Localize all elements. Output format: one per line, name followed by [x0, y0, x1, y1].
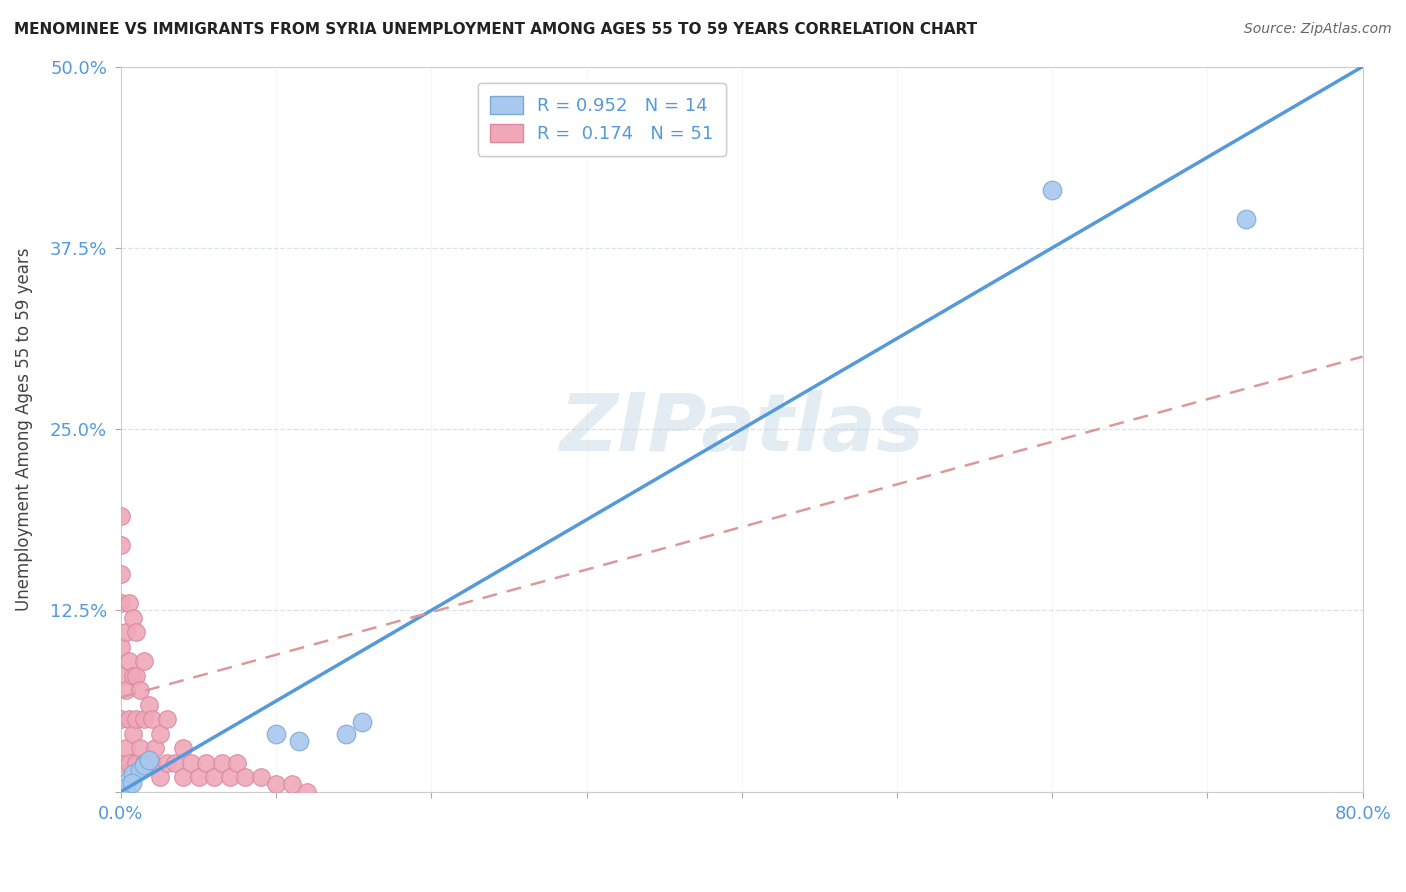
- Point: [295, 784, 318, 798]
- Point: [156, 712, 179, 726]
- Point: [114, 780, 136, 795]
- Point: [134, 712, 156, 726]
- Point: [226, 756, 249, 770]
- Point: [202, 770, 225, 784]
- Point: [195, 756, 218, 770]
- Point: [134, 758, 156, 772]
- Point: [134, 756, 156, 770]
- Point: [110, 567, 132, 582]
- Point: [249, 770, 271, 784]
- Point: [138, 698, 160, 712]
- Point: [121, 776, 143, 790]
- Point: [118, 772, 141, 787]
- Point: [218, 770, 240, 784]
- Point: [112, 781, 135, 796]
- Point: [110, 640, 132, 654]
- Point: [128, 741, 150, 756]
- Point: [125, 756, 148, 770]
- Point: [110, 596, 132, 610]
- Point: [264, 777, 287, 791]
- Point: [233, 770, 256, 784]
- Point: [335, 726, 357, 740]
- Point: [122, 610, 145, 624]
- Point: [165, 756, 187, 770]
- Point: [172, 770, 194, 784]
- Point: [211, 756, 233, 770]
- Point: [125, 712, 148, 726]
- Text: MENOMINEE VS IMMIGRANTS FROM SYRIA UNEMPLOYMENT AMONG AGES 55 TO 59 YEARS CORREL: MENOMINEE VS IMMIGRANTS FROM SYRIA UNEMP…: [14, 22, 977, 37]
- Point: [280, 777, 302, 791]
- Point: [141, 712, 163, 726]
- Point: [264, 726, 287, 740]
- Legend: R = 0.952   N = 14, R =  0.174   N = 51: R = 0.952 N = 14, R = 0.174 N = 51: [478, 83, 725, 156]
- Point: [149, 726, 172, 740]
- Point: [122, 767, 145, 781]
- Point: [118, 756, 141, 770]
- Point: [118, 654, 141, 668]
- Point: [118, 596, 141, 610]
- Point: [110, 509, 132, 524]
- Point: [141, 756, 163, 770]
- Point: [122, 726, 145, 740]
- Point: [1234, 211, 1257, 226]
- Point: [114, 683, 136, 698]
- Point: [118, 712, 141, 726]
- Point: [128, 683, 150, 698]
- Y-axis label: Unemployment Among Ages 55 to 59 years: Unemployment Among Ages 55 to 59 years: [15, 247, 32, 611]
- Point: [172, 741, 194, 756]
- Point: [149, 770, 172, 784]
- Point: [156, 756, 179, 770]
- Text: Source: ZipAtlas.com: Source: ZipAtlas.com: [1244, 22, 1392, 37]
- Point: [110, 538, 132, 552]
- Point: [138, 756, 160, 770]
- Point: [122, 668, 145, 682]
- Point: [143, 741, 166, 756]
- Point: [187, 770, 209, 784]
- Point: [110, 712, 132, 726]
- Point: [125, 625, 148, 640]
- Point: [138, 753, 160, 767]
- Point: [125, 668, 148, 682]
- Point: [350, 714, 373, 729]
- Point: [114, 625, 136, 640]
- Point: [134, 654, 156, 668]
- Point: [288, 734, 311, 748]
- Text: ZIPatlas: ZIPatlas: [560, 390, 924, 468]
- Point: [180, 756, 202, 770]
- Point: [110, 668, 132, 682]
- Point: [128, 763, 150, 777]
- Point: [114, 741, 136, 756]
- Point: [1040, 183, 1063, 197]
- Point: [110, 756, 132, 770]
